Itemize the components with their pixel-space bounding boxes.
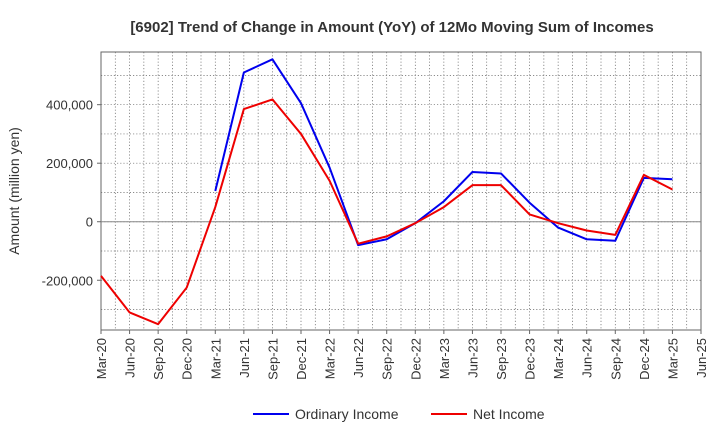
- series-lines: [100, 58, 673, 326]
- x-tick-label: Mar-23: [437, 338, 452, 379]
- x-tick-label: Sep-24: [608, 338, 623, 380]
- x-tick-label: Jun-25: [694, 338, 709, 378]
- x-tick-label: Sep-22: [380, 338, 395, 380]
- y-tick-label: 200,000: [46, 156, 93, 171]
- x-tick-label: Dec-23: [523, 338, 538, 380]
- y-tick-label: 400,000: [46, 98, 93, 113]
- y-tick-label: -200,000: [42, 273, 93, 288]
- x-tick-label: Jun-21: [237, 338, 252, 378]
- x-tick-label: Mar-25: [665, 338, 680, 379]
- x-tick-label: Dec-21: [294, 338, 309, 380]
- grid: [100, 52, 702, 330]
- plot-frame: [100, 51, 702, 331]
- chart-title: [6902] Trend of Change in Amount (YoY) o…: [130, 19, 653, 36]
- x-tick-label: Sep-21: [265, 338, 280, 380]
- x-tick-label: Dec-20: [180, 338, 195, 380]
- legend: Ordinary Income Net Income: [253, 406, 545, 422]
- x-tick-label: Sep-23: [494, 338, 509, 380]
- x-tick-label: Mar-24: [551, 338, 566, 379]
- series-line-net-income: [100, 98, 673, 326]
- series-line-ordinary-income: [214, 58, 673, 247]
- x-tick-label: Jun-22: [351, 338, 366, 378]
- x-tick-label: Jun-23: [465, 338, 480, 378]
- x-tick-label: Jun-20: [123, 338, 138, 378]
- x-tick-label: Mar-20: [94, 338, 109, 379]
- x-tick-label: Mar-22: [323, 338, 338, 379]
- legend-label-net-income: Net Income: [473, 406, 545, 422]
- axes: -200,000 0 200,000 400,000 Mar-20 Jun-20 Sep-2…: [42, 51, 709, 380]
- x-tick-label: Mar-21: [208, 338, 223, 379]
- legend-label-ordinary-income: Ordinary Income: [295, 406, 399, 422]
- x-tick-label: Dec-24: [637, 338, 652, 380]
- x-tick-label: Sep-20: [151, 338, 166, 380]
- y-axis-label: Amount (million yen): [6, 127, 22, 255]
- x-tick-label: Dec-22: [408, 338, 423, 380]
- y-tick-label: 0: [86, 215, 93, 230]
- x-tick-label: Jun-24: [580, 338, 595, 378]
